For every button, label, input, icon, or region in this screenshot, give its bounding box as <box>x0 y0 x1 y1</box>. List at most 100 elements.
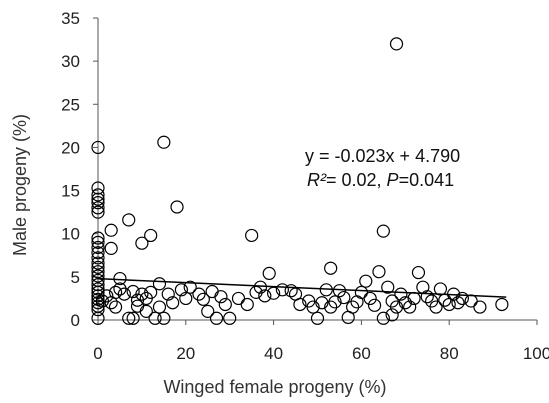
data-point <box>139 304 153 318</box>
data-point <box>451 296 465 310</box>
y-tick-label: 5 <box>71 268 80 287</box>
data-point <box>464 294 478 308</box>
y-tick-label: 10 <box>61 225 80 244</box>
data-point <box>196 292 210 306</box>
data-point <box>104 223 118 237</box>
data-point <box>144 228 158 243</box>
data-point <box>91 205 105 219</box>
x-axis-title: Winged female progeny (%) <box>163 377 386 397</box>
data-point <box>91 251 105 265</box>
data-point <box>91 285 105 299</box>
data-point <box>117 287 131 301</box>
p-value: =0.041 <box>399 170 455 190</box>
data-point <box>108 285 123 299</box>
data-point <box>359 274 373 288</box>
data-point <box>91 282 105 296</box>
x-tick-label: 60 <box>352 344 371 363</box>
data-point <box>389 37 404 51</box>
data-point <box>100 289 114 303</box>
data-point <box>455 291 469 306</box>
y-axis-title: Male progeny (%) <box>10 114 30 256</box>
data-point <box>376 224 390 238</box>
data-point <box>135 287 149 301</box>
data-point <box>91 240 105 255</box>
data-point <box>104 241 118 255</box>
data-point <box>381 280 395 294</box>
y-tick-label: 35 <box>61 9 80 28</box>
data-point <box>420 290 434 304</box>
x-tick-label: 80 <box>440 344 459 363</box>
x-tick-label: 100 <box>523 344 549 363</box>
y-tick-label: 30 <box>61 52 80 71</box>
data-point <box>91 269 105 283</box>
data-point <box>157 135 171 149</box>
data-point <box>91 231 105 245</box>
data-point <box>240 297 254 312</box>
data-point <box>166 296 180 310</box>
data-point <box>433 282 448 296</box>
trendline-group <box>97 277 507 298</box>
data-point <box>91 188 105 202</box>
data-point <box>350 295 364 309</box>
data-point <box>170 200 184 214</box>
data-point <box>306 300 320 314</box>
data-point <box>91 192 105 206</box>
data-point <box>179 291 193 306</box>
data-point <box>214 290 228 304</box>
data-point <box>148 311 162 325</box>
data-point <box>205 284 219 299</box>
data-point <box>91 140 105 155</box>
data-point <box>91 246 105 260</box>
x-tick-label: 0 <box>93 344 102 363</box>
data-point <box>337 290 351 305</box>
p-label: P <box>387 170 399 190</box>
data-point <box>253 280 268 294</box>
data-point <box>126 284 140 299</box>
data-point <box>91 196 105 210</box>
data-point <box>284 284 298 298</box>
data-point <box>152 300 167 314</box>
data-point <box>245 228 259 243</box>
data-point <box>91 265 105 279</box>
data-point <box>275 283 289 297</box>
trendline <box>97 277 507 298</box>
data-point <box>91 278 105 292</box>
data-point <box>328 295 342 309</box>
y-tick-label: 25 <box>61 95 80 114</box>
r2-value: = 0.02, <box>326 170 382 190</box>
data-point <box>231 291 246 306</box>
data-point <box>262 266 276 281</box>
data-point <box>161 287 175 301</box>
data-point <box>135 236 149 250</box>
data-point <box>473 300 487 314</box>
data-point <box>372 265 386 279</box>
y-tick-label: 0 <box>71 311 80 330</box>
data-point <box>91 256 105 270</box>
data-point <box>346 300 360 314</box>
data-point <box>91 235 105 249</box>
data-point <box>192 287 206 301</box>
data-point <box>389 300 404 314</box>
data-point <box>398 296 412 310</box>
data-point <box>91 303 105 317</box>
x-tick-label: 40 <box>264 344 283 363</box>
data-point <box>209 311 224 325</box>
data-point <box>367 298 382 312</box>
data-point <box>223 311 237 325</box>
x-tick-label: 20 <box>176 344 195 363</box>
data-point <box>113 271 127 286</box>
data-point <box>144 285 158 299</box>
data-point <box>293 297 307 312</box>
data-point <box>411 265 426 280</box>
y-tick-label: 15 <box>61 182 80 201</box>
data-point <box>218 297 232 312</box>
data-point <box>91 311 105 325</box>
r2-label: R² <box>307 170 327 190</box>
data-point <box>122 213 136 227</box>
data-point <box>332 284 347 298</box>
data-point <box>91 201 105 215</box>
data-point <box>363 291 377 306</box>
data-point <box>385 308 399 322</box>
